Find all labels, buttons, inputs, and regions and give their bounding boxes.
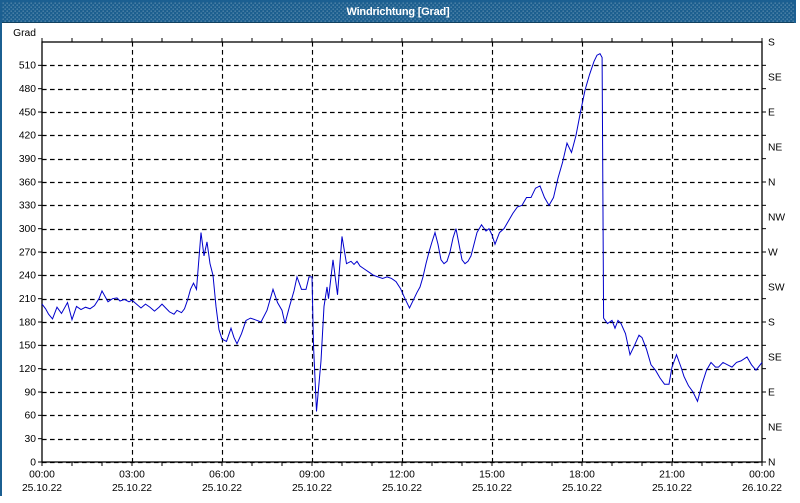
svg-text:S: S bbox=[768, 317, 775, 328]
svg-text:450: 450 bbox=[19, 107, 36, 118]
svg-text:S: S bbox=[768, 37, 775, 48]
svg-text:00:00: 00:00 bbox=[749, 469, 775, 480]
svg-text:60: 60 bbox=[25, 411, 37, 422]
svg-text:420: 420 bbox=[19, 131, 36, 142]
svg-text:06:00: 06:00 bbox=[209, 469, 235, 480]
svg-text:N: N bbox=[768, 457, 775, 468]
svg-text:25.10.22: 25.10.22 bbox=[112, 483, 152, 494]
svg-text:30: 30 bbox=[25, 434, 37, 445]
svg-text:15:00: 15:00 bbox=[479, 469, 505, 480]
svg-text:25.10.22: 25.10.22 bbox=[22, 483, 62, 494]
svg-text:SW: SW bbox=[768, 282, 785, 293]
svg-text:Grad: Grad bbox=[13, 28, 36, 39]
svg-text:25.10.22: 25.10.22 bbox=[472, 483, 512, 494]
svg-text:360: 360 bbox=[19, 177, 36, 188]
svg-text:SE: SE bbox=[768, 72, 782, 83]
svg-text:120: 120 bbox=[19, 364, 36, 375]
svg-text:12:00: 12:00 bbox=[389, 469, 415, 480]
svg-text:240: 240 bbox=[19, 271, 36, 282]
svg-text:E: E bbox=[768, 107, 775, 118]
svg-text:NE: NE bbox=[768, 142, 782, 153]
svg-text:25.10.22: 25.10.22 bbox=[382, 483, 422, 494]
svg-text:NW: NW bbox=[768, 212, 785, 223]
svg-text:21:00: 21:00 bbox=[659, 469, 685, 480]
svg-text:510: 510 bbox=[19, 61, 36, 72]
svg-text:150: 150 bbox=[19, 341, 36, 352]
svg-text:0: 0 bbox=[30, 457, 36, 468]
svg-text:330: 330 bbox=[19, 201, 36, 212]
svg-text:390: 390 bbox=[19, 154, 36, 165]
svg-text:E: E bbox=[768, 387, 775, 398]
svg-text:25.10.22: 25.10.22 bbox=[292, 483, 332, 494]
svg-text:26.10.22: 26.10.22 bbox=[742, 483, 782, 494]
svg-text:25.10.22: 25.10.22 bbox=[652, 483, 692, 494]
svg-text:SE: SE bbox=[768, 352, 782, 363]
svg-text:270: 270 bbox=[19, 247, 36, 258]
svg-text:NE: NE bbox=[768, 422, 782, 433]
svg-text:03:00: 03:00 bbox=[119, 469, 145, 480]
svg-text:90: 90 bbox=[25, 387, 37, 398]
svg-text:00:00: 00:00 bbox=[29, 469, 55, 480]
svg-text:300: 300 bbox=[19, 224, 36, 235]
svg-text:18:00: 18:00 bbox=[569, 469, 595, 480]
svg-text:180: 180 bbox=[19, 317, 36, 328]
svg-text:W: W bbox=[768, 247, 778, 258]
svg-text:480: 480 bbox=[19, 84, 36, 95]
svg-text:25.10.22: 25.10.22 bbox=[562, 483, 602, 494]
svg-text:25.10.22: 25.10.22 bbox=[202, 483, 242, 494]
svg-text:N: N bbox=[768, 177, 775, 188]
svg-text:210: 210 bbox=[19, 294, 36, 305]
svg-text:09:00: 09:00 bbox=[299, 469, 325, 480]
